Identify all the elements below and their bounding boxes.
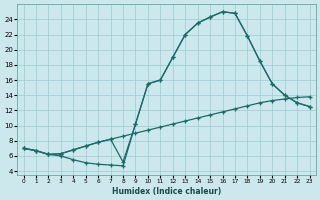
- X-axis label: Humidex (Indice chaleur): Humidex (Indice chaleur): [112, 187, 221, 196]
